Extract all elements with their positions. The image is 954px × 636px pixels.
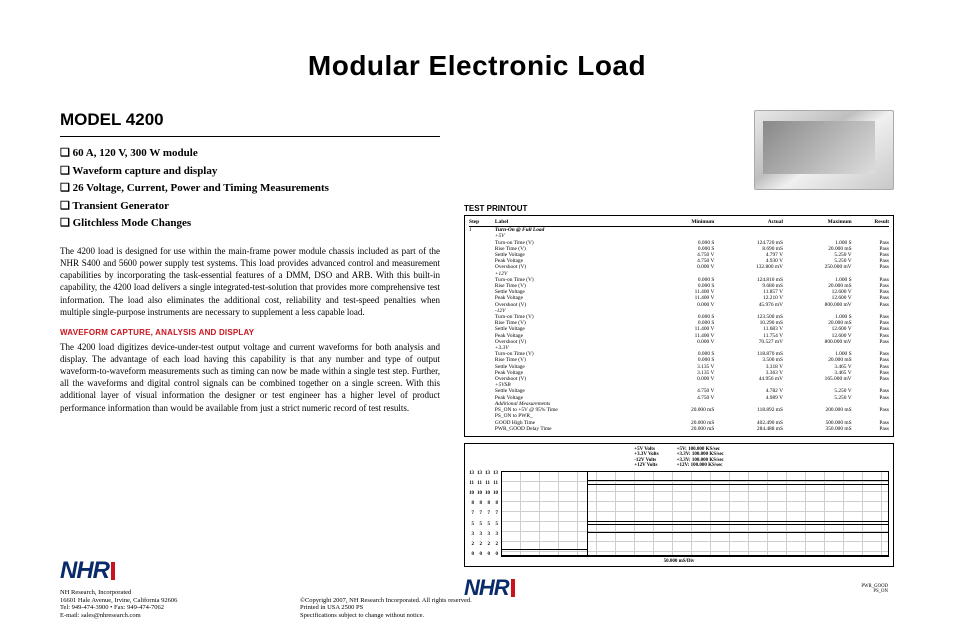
product-image [754,110,894,190]
footer-copyright: Specifications subject to change without… [300,612,894,620]
footer-copyright: ©Copyright 2007, NH Research Incorporate… [300,597,894,605]
footer-address: E-mail: sales@nhresearch.com [60,612,260,620]
divider [60,136,440,137]
footer: NHR NH Research, Incorporated 16601 Hale… [60,557,894,620]
footer-address: Tel: 949-474-3900 • Fax: 949-474-7062 [60,604,260,612]
nhr-logo-icon: NHR [60,557,260,586]
footer-address: 16601 Hale Avenue, Irvine, California 92… [60,597,260,605]
feature-item: 60 A, 120 V, 300 W module [60,145,440,163]
intro-paragraph: The 4200 load is designed for use within… [60,245,440,318]
section-paragraph: The 4200 load digitizes device-under-tes… [60,341,440,414]
test-table: StepLabelMinimumActualMaximumResult1Turn… [464,215,894,437]
feature-item: Transient Generator [60,198,440,216]
footer-address: NH Research, Incorporated [60,589,260,597]
model-heading: MODEL 4200 [60,110,440,130]
waveform-chart: +5V Volts+3.3V Volts-12V Volts+12V Volts… [464,443,894,567]
section-heading: WAVEFORM CAPTURE, ANALYSIS AND DISPLAY [60,328,440,337]
feature-item: Waveform capture and display [60,163,440,181]
plot-area [501,471,889,557]
feature-item: 26 Voltage, Current, Power and Timing Me… [60,180,440,198]
feature-list: 60 A, 120 V, 300 W module Waveform captu… [60,145,440,233]
page-title: Modular Electronic Load [60,50,894,82]
feature-item: Glitchless Mode Changes [60,215,440,233]
footer-copyright: Printed in USA 2500 PS [300,604,894,612]
test-printout-heading: TEST PRINTOUT [464,204,894,213]
